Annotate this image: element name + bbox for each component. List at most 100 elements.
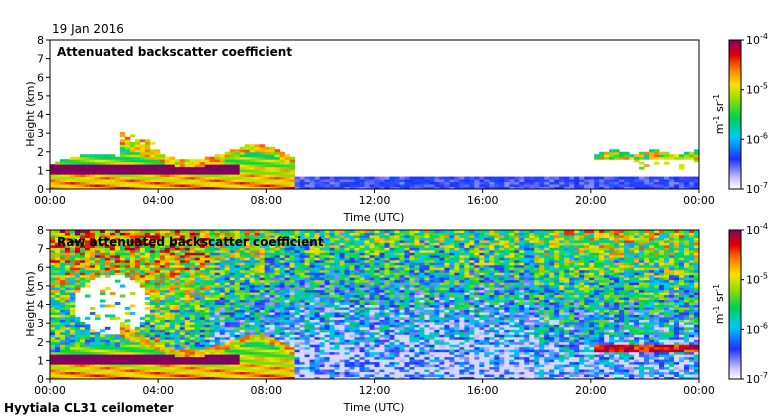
heatmap-cell <box>144 274 151 278</box>
heatmap-cell <box>299 376 306 379</box>
heatmap-cell <box>234 299 241 303</box>
heatmap-cell <box>149 306 156 310</box>
heatmap-cell <box>79 334 86 338</box>
heatmap-cell <box>329 341 336 345</box>
heatmap-cell <box>459 176 465 180</box>
heatmap-cell <box>689 156 695 160</box>
heatmap-cell <box>59 169 66 173</box>
heatmap-cell <box>114 344 121 348</box>
heatmap-cell <box>74 366 81 370</box>
heatmap-cell <box>244 324 251 328</box>
heatmap-cell <box>539 184 545 188</box>
heatmap-cell <box>144 230 151 233</box>
heatmap-cell <box>129 244 136 248</box>
heatmap-cell <box>199 369 206 373</box>
heatmap-cell <box>234 186 241 189</box>
heatmap-cell <box>259 282 266 286</box>
y-tick-label: 2 <box>37 146 44 159</box>
heatmap-cell <box>114 230 121 233</box>
heatmap-cell <box>364 314 371 318</box>
heatmap-cell <box>314 239 321 243</box>
heatmap-cell <box>149 267 156 271</box>
heatmap-cell <box>369 242 375 246</box>
heatmap-cell <box>304 306 311 310</box>
heatmap-cell <box>74 361 81 365</box>
heatmap-cell <box>329 267 336 271</box>
heatmap-cell <box>309 364 316 368</box>
heatmap-cell <box>359 179 366 183</box>
heatmap-cell <box>679 154 685 158</box>
heatmap-cell <box>359 230 366 233</box>
heatmap-cell <box>364 319 371 323</box>
heatmap-cell <box>64 164 71 168</box>
heatmap-cell <box>139 274 146 278</box>
heatmap-cell <box>239 294 246 298</box>
heatmap-cell <box>249 326 256 330</box>
heatmap-cell <box>89 257 96 261</box>
heatmap-cell <box>209 309 216 313</box>
heatmap-cell <box>199 356 206 360</box>
heatmap-cell <box>50 314 56 318</box>
heatmap-cell <box>124 164 131 168</box>
heatmap-cell <box>279 274 286 278</box>
heatmap-cell <box>89 339 96 343</box>
heatmap-cell <box>214 364 221 368</box>
heatmap-cell <box>124 334 131 338</box>
heatmap-cell <box>239 369 246 373</box>
heatmap-cell <box>364 257 371 261</box>
heatmap-cell <box>119 139 126 143</box>
heatmap-cell <box>164 230 171 233</box>
heatmap-cell <box>79 329 86 333</box>
heatmap-cell <box>254 254 261 258</box>
heatmap-cell <box>354 316 361 320</box>
heatmap-cell <box>119 334 126 338</box>
heatmap-cell <box>359 359 366 363</box>
heatmap-cell <box>144 176 151 180</box>
heatmap-cell <box>69 166 76 170</box>
heatmap-cell <box>259 230 266 233</box>
heatmap-cell <box>144 239 151 243</box>
heatmap-cell <box>269 314 276 318</box>
heatmap-cell <box>344 284 351 288</box>
heatmap-cell <box>144 234 151 238</box>
heatmap-cell <box>199 351 206 355</box>
heatmap-cell <box>369 344 375 348</box>
heatmap-cell <box>324 269 331 273</box>
heatmap-cell <box>199 277 206 281</box>
heatmap-cell <box>174 179 181 183</box>
heatmap-cell <box>354 181 361 185</box>
heatmap-cell <box>84 154 91 158</box>
heatmap-cell <box>504 181 510 185</box>
heatmap-cell <box>269 361 276 365</box>
heatmap-cell <box>254 376 261 379</box>
heatmap-cell <box>139 264 146 268</box>
heatmap-cell <box>199 159 206 163</box>
heatmap-cell <box>74 289 81 293</box>
heatmap-cell <box>334 232 341 236</box>
heatmap-cell <box>434 186 440 189</box>
heatmap-cell <box>564 179 570 183</box>
heatmap-cell <box>354 234 361 238</box>
heatmap-cell <box>184 304 191 308</box>
heatmap-cell <box>309 232 316 236</box>
heatmap-cell <box>259 297 266 301</box>
heatmap-cell <box>354 274 361 278</box>
heatmap-cell <box>644 151 650 155</box>
heatmap-cell <box>229 272 236 276</box>
heatmap-cell <box>244 184 251 188</box>
heatmap-cell <box>94 316 101 320</box>
heatmap-cell <box>204 186 211 189</box>
heatmap-cell <box>59 279 66 283</box>
heatmap-cell <box>289 326 296 330</box>
heatmap-cell <box>279 186 286 189</box>
heatmap-cell <box>469 179 475 183</box>
heatmap-cell <box>219 294 226 298</box>
heatmap-cell <box>379 346 385 350</box>
heatmap-cell <box>259 156 266 160</box>
heatmap-cell <box>99 292 106 296</box>
heatmap-cell <box>259 244 266 248</box>
heatmap-cell <box>79 376 86 379</box>
heatmap-cell <box>124 144 131 148</box>
heatmap-cell <box>299 356 306 360</box>
heatmap-cell <box>94 232 101 236</box>
